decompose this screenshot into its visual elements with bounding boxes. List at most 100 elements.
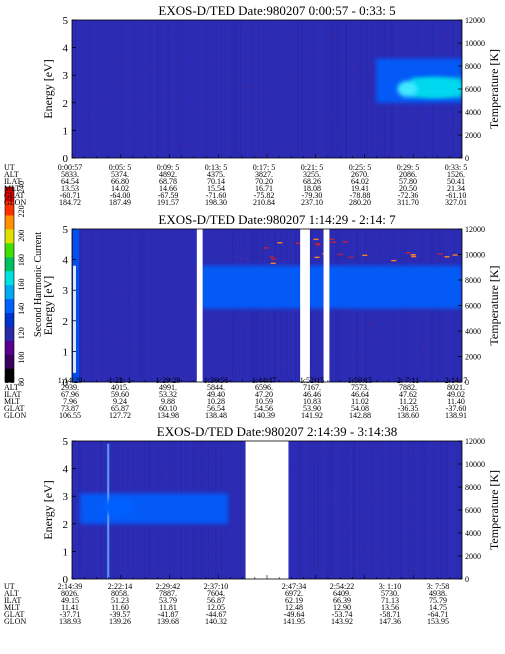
noise-speck bbox=[105, 558, 107, 560]
noise-speck bbox=[444, 106, 446, 108]
noise-speck bbox=[397, 506, 399, 508]
colorbar: 240 220 200 180 160 140 120 100 80 Second Harmoni… bbox=[4, 181, 44, 386]
noise-dash bbox=[410, 254, 416, 256]
noise-dash bbox=[362, 254, 368, 257]
noise-speck bbox=[199, 154, 201, 156]
noise-speck bbox=[335, 310, 337, 312]
texture-stripe bbox=[441, 441, 443, 579]
noise-speck bbox=[293, 310, 295, 312]
orbit-cell: 12.05 bbox=[207, 603, 225, 612]
texture-stripe bbox=[153, 229, 155, 382]
colorbar-frame bbox=[4, 186, 15, 383]
texture-stripe bbox=[362, 441, 363, 579]
texture-stripe bbox=[423, 441, 425, 579]
noise-speck bbox=[366, 566, 368, 568]
noise-speck bbox=[130, 557, 132, 559]
texture-stripe bbox=[450, 441, 452, 579]
noise-speck bbox=[376, 446, 378, 448]
texture-stripe bbox=[446, 441, 448, 579]
noise-speck bbox=[144, 25, 146, 27]
orbit-cell: 0:25: 5 bbox=[349, 163, 371, 172]
texture-stripe bbox=[435, 441, 437, 579]
texture-stripe bbox=[370, 441, 372, 579]
noise-dash bbox=[391, 259, 397, 262]
noise-speck bbox=[256, 87, 258, 89]
texture-stripe bbox=[357, 441, 359, 579]
flux-core bbox=[406, 77, 462, 98]
orbit-cell: 1:22: 1 bbox=[109, 376, 131, 385]
texture-stripe bbox=[372, 20, 374, 158]
noise-speck bbox=[114, 71, 116, 73]
texture-stripe bbox=[345, 20, 346, 158]
texture-stripe bbox=[343, 20, 344, 158]
texture-stripe bbox=[219, 20, 220, 158]
noise-speck bbox=[304, 442, 306, 444]
texture-stripe bbox=[109, 20, 111, 158]
noise-speck bbox=[277, 250, 279, 252]
y-tick-label: 3 bbox=[63, 285, 69, 297]
noise-speck bbox=[239, 48, 241, 50]
y-axis-label: Energy [eV] bbox=[41, 480, 55, 539]
texture-stripe bbox=[434, 441, 436, 579]
texture-stripe bbox=[115, 229, 117, 382]
noise-speck bbox=[275, 149, 277, 151]
data-gap bbox=[323, 228, 330, 383]
noise-speck bbox=[92, 117, 94, 119]
texture-stripe bbox=[355, 441, 357, 579]
colorbar-label: Second Harmonic Current bbox=[33, 232, 44, 337]
orbit-cell: 7167. bbox=[303, 383, 321, 392]
orbit-cell: 138.91 bbox=[445, 411, 467, 420]
y2-tick-label: 8000 bbox=[465, 62, 481, 71]
texture-stripe bbox=[346, 20, 347, 158]
orbit-cell: -53.74 bbox=[332, 610, 353, 619]
noise-speck bbox=[84, 345, 86, 347]
texture-stripe bbox=[326, 441, 327, 579]
texture-stripe bbox=[365, 20, 367, 158]
noise-speck bbox=[87, 149, 89, 151]
orbit-cell: -37.60 bbox=[446, 404, 467, 413]
noise-speck bbox=[114, 523, 116, 525]
noise-speck bbox=[174, 305, 176, 307]
orbit-cell: 46.64 bbox=[351, 390, 369, 399]
texture-stripe bbox=[98, 229, 100, 382]
texture-stripe bbox=[392, 441, 394, 579]
texture-stripe bbox=[85, 229, 87, 382]
noise-speck bbox=[291, 465, 293, 467]
noise-speck bbox=[283, 63, 285, 65]
texture-stripe bbox=[124, 20, 126, 158]
noise-speck bbox=[151, 67, 153, 69]
orbit-row-label: UT bbox=[4, 163, 15, 172]
noise-speck bbox=[352, 85, 354, 87]
texture-stripe bbox=[330, 20, 332, 158]
noise-dash bbox=[331, 241, 337, 243]
texture-stripe bbox=[171, 20, 172, 158]
orbit-cell: 56.54 bbox=[207, 404, 225, 413]
texture-stripe bbox=[167, 20, 169, 158]
colorbar-tick-label: 180 bbox=[17, 254, 26, 266]
orbit-cell: 3255. bbox=[303, 170, 321, 179]
noise-speck bbox=[418, 532, 420, 534]
noise-speck bbox=[310, 369, 312, 371]
spectrogram-body bbox=[72, 20, 462, 158]
colorbar-swatch bbox=[5, 214, 14, 230]
texture-stripe bbox=[115, 20, 117, 158]
noise-speck bbox=[135, 257, 137, 259]
orbit-cell: 11.81 bbox=[159, 603, 177, 612]
noise-speck bbox=[187, 42, 189, 44]
texture-stripe bbox=[338, 20, 339, 158]
orbit-cell: 191.57 bbox=[157, 198, 179, 207]
orbit-cell: 2:54:22 bbox=[330, 582, 354, 591]
noise-speck bbox=[159, 264, 161, 266]
orbit-cell: 60.10 bbox=[159, 404, 177, 413]
orbit-cell: 12.48 bbox=[285, 603, 303, 612]
orbit-cell: 2:29:42 bbox=[156, 582, 180, 591]
texture-stripe bbox=[412, 441, 414, 579]
noise-speck bbox=[427, 146, 429, 148]
texture-stripe bbox=[358, 441, 360, 579]
noise-speck bbox=[305, 23, 307, 25]
noise-speck bbox=[394, 561, 396, 563]
noise-speck bbox=[233, 242, 235, 244]
colorbar-tick-label: 200 bbox=[17, 230, 26, 242]
texture-stripe bbox=[324, 441, 326, 579]
